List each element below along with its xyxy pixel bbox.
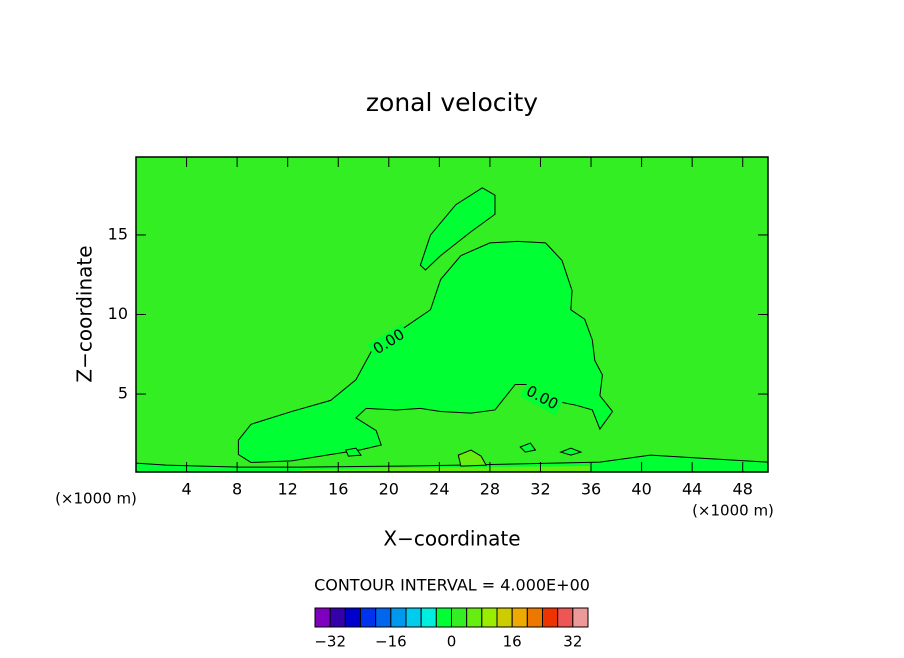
colorbar-box [542, 607, 559, 628]
x-tick-label: 24 [429, 480, 449, 499]
contour-region [237, 240, 614, 463]
y-tick-label: 5 [118, 384, 128, 403]
colorbar-tick-label: −32 [314, 633, 346, 651]
colorbar-box [435, 607, 453, 628]
x-tick-label: 32 [530, 480, 550, 499]
x-tick-label: 28 [480, 480, 500, 499]
x-tick-label: 40 [631, 480, 651, 499]
contour-region [519, 442, 537, 453]
colorbar-box [344, 607, 362, 628]
x-unit: (×1000 m) [692, 502, 774, 520]
colorbar-box [481, 607, 498, 628]
contour-region [419, 187, 496, 271]
colorbar-box [420, 607, 437, 628]
colorbar-box [526, 607, 543, 628]
contour-region [457, 449, 487, 467]
colorbar-box [511, 607, 528, 628]
colorbar-tick-label: 32 [563, 633, 582, 651]
x-tick-label: 20 [379, 480, 399, 499]
y-tick-label: 15 [108, 224, 128, 243]
contour-region [559, 447, 583, 456]
y-axis-label: Z−coordinate [73, 245, 97, 382]
colorbar-box [572, 607, 589, 628]
colorbar-box [375, 607, 392, 628]
colorbar-box [360, 607, 377, 628]
x-tick-label: 12 [278, 480, 298, 499]
chart-title: zonal velocity [366, 88, 538, 117]
contour-region [301, 466, 590, 472]
x-tick-label: 4 [181, 480, 191, 499]
colorbar-tick-label: 16 [503, 633, 522, 651]
colorbar-tick-label: −16 [375, 633, 407, 651]
y-tick-label: 10 [108, 304, 128, 323]
contour-interval: CONTOUR INTERVAL = 4.000E+00 [314, 576, 590, 595]
contour-region [345, 447, 362, 457]
x-tick-label: 44 [682, 480, 702, 499]
colorbar-box [557, 607, 574, 628]
x-tick-label: 36 [581, 480, 601, 499]
colorbar-box [314, 607, 331, 628]
label-bg [520, 380, 564, 416]
label-bg [367, 323, 411, 361]
x-axis-label: X−coordinate [383, 527, 520, 551]
colorbar-box [451, 607, 468, 628]
contour-region [136, 454, 768, 472]
x-tick-label: 48 [733, 480, 753, 499]
x-tick-label: 8 [232, 480, 242, 499]
colorbar-tick-label: 0 [447, 633, 457, 651]
colorbar-box [405, 607, 422, 628]
colorbar-box [496, 607, 513, 628]
colorbar-box [390, 607, 407, 628]
x-unit: (×1000 m) [55, 490, 137, 508]
x-tick-label: 16 [328, 480, 348, 499]
colorbar-box [466, 607, 483, 628]
colorbar-box [329, 607, 346, 628]
